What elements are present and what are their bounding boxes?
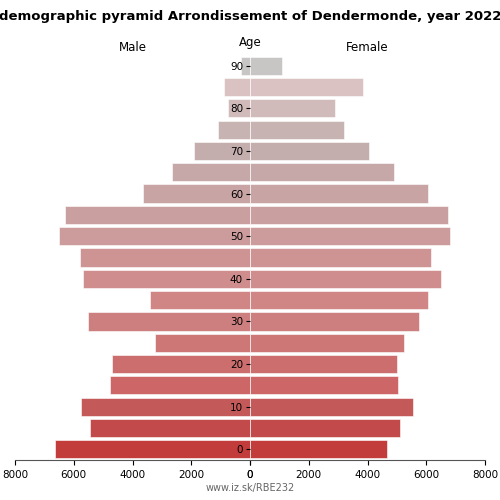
- Text: demographic pyramid Arrondissement of Dendermonde, year 2022: demographic pyramid Arrondissement of De…: [0, 10, 500, 23]
- Bar: [250, 291, 428, 309]
- Bar: [224, 78, 250, 96]
- Bar: [110, 376, 250, 394]
- Text: Age: Age: [238, 36, 262, 49]
- Bar: [154, 334, 250, 352]
- Bar: [250, 334, 404, 352]
- Bar: [250, 163, 394, 182]
- Bar: [250, 376, 398, 394]
- Bar: [143, 184, 250, 202]
- Bar: [250, 270, 441, 288]
- Text: www.iz.sk/RBE232: www.iz.sk/RBE232: [206, 482, 294, 492]
- Bar: [65, 206, 250, 224]
- Bar: [228, 99, 250, 117]
- Bar: [218, 120, 250, 138]
- Title: Male: Male: [118, 41, 146, 54]
- Bar: [250, 184, 428, 202]
- Bar: [250, 419, 400, 437]
- Bar: [112, 355, 250, 373]
- Bar: [59, 227, 250, 245]
- Bar: [250, 56, 282, 74]
- Bar: [250, 78, 363, 96]
- Bar: [241, 56, 250, 74]
- Title: Female: Female: [346, 41, 389, 54]
- Bar: [250, 120, 344, 138]
- Bar: [172, 163, 250, 182]
- Bar: [80, 248, 250, 266]
- Bar: [54, 440, 250, 458]
- Bar: [82, 270, 250, 288]
- Bar: [250, 227, 450, 245]
- Bar: [150, 291, 250, 309]
- Bar: [250, 248, 430, 266]
- Bar: [250, 312, 419, 330]
- Bar: [81, 398, 250, 416]
- Bar: [250, 99, 335, 117]
- Bar: [88, 312, 250, 330]
- Bar: [250, 142, 369, 160]
- Bar: [250, 206, 448, 224]
- Bar: [90, 419, 250, 437]
- Bar: [250, 440, 386, 458]
- Bar: [250, 355, 397, 373]
- Bar: [194, 142, 250, 160]
- Bar: [250, 398, 413, 416]
